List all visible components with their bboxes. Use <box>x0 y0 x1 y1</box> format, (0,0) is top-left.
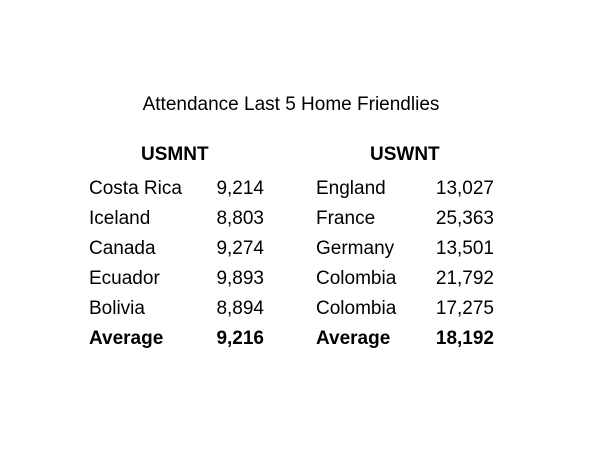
team-name: Canada <box>89 238 156 259</box>
attendance-value: 9,214 <box>216 178 264 199</box>
team-name: Colombia <box>316 268 397 289</box>
attendance-value: 17,275 <box>435 298 494 319</box>
team-name: Costa Rica <box>89 178 182 199</box>
table-row: Colombia 17,275 <box>316 294 496 324</box>
table-row: Costa Rica 9,214 <box>89 174 269 204</box>
average-value: 9,216 <box>216 328 264 349</box>
team-name: Colombia <box>316 298 397 319</box>
table-row: Bolivia 8,894 <box>89 294 269 324</box>
attendance-value: 21,792 <box>435 268 494 289</box>
table-row: Canada 9,274 <box>89 234 269 264</box>
table-row: England 13,027 <box>316 174 496 204</box>
attendance-value: 8,803 <box>216 208 264 229</box>
table-row: France 25,363 <box>316 204 496 234</box>
usmnt-table: USMNT Costa Rica 9,214 Iceland 8,803 Can… <box>89 144 269 354</box>
usmnt-header: USMNT <box>141 144 209 165</box>
team-name: Iceland <box>89 208 151 229</box>
average-row: Average 18,192 <box>316 324 496 354</box>
attendance-value: 13,501 <box>435 238 494 259</box>
table-row: Iceland 8,803 <box>89 204 269 234</box>
team-name: France <box>316 208 376 229</box>
team-name: Ecuador <box>89 268 160 289</box>
table-row: Ecuador 9,893 <box>89 264 269 294</box>
attendance-value: 25,363 <box>435 208 494 229</box>
attendance-value: 13,027 <box>435 178 494 199</box>
team-name: Bolivia <box>89 298 145 319</box>
average-row: Average 9,216 <box>89 324 269 354</box>
average-value: 18,192 <box>435 328 494 349</box>
team-name: England <box>316 178 386 199</box>
average-label: Average <box>89 328 164 349</box>
team-name: Germany <box>316 238 395 259</box>
average-label: Average <box>316 328 391 349</box>
attendance-value: 8,894 <box>216 298 264 319</box>
uswnt-header: USWNT <box>370 144 440 165</box>
table-row: Germany 13,501 <box>316 234 496 264</box>
table-row: Colombia 21,792 <box>316 264 496 294</box>
chart-title: Attendance Last 5 Home Friendlies <box>142 94 440 115</box>
uswnt-table: USWNT England 13,027 France 25,363 Germa… <box>316 144 496 354</box>
attendance-value: 9,274 <box>216 238 264 259</box>
attendance-value: 9,893 <box>216 268 264 289</box>
